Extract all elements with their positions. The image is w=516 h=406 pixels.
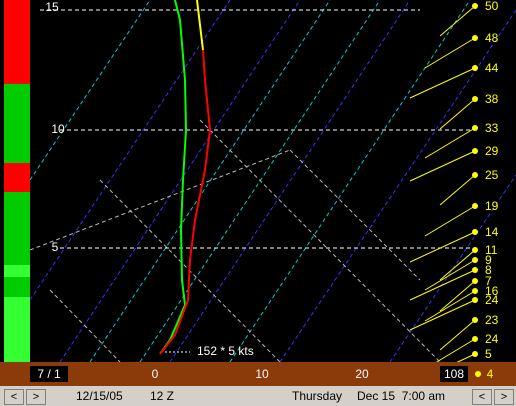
wind-dot	[472, 203, 478, 209]
bar-segment	[4, 84, 30, 163]
wind-barb	[439, 280, 476, 312]
wind-speed: 9	[485, 253, 492, 267]
wind-dot	[472, 172, 478, 178]
wind-dot	[472, 125, 478, 131]
wind-speed: 5	[485, 347, 492, 361]
isotherm	[169, 0, 411, 363]
wind-barb	[424, 37, 476, 69]
profiles	[159, 0, 212, 355]
wind-barb	[424, 290, 476, 322]
bar-segment	[4, 297, 30, 362]
wind-barb	[439, 174, 476, 206]
wind-speed: 50	[485, 0, 499, 13]
right-box	[440, 366, 468, 382]
wind-barb	[439, 98, 476, 130]
wind-speed: 38	[485, 92, 499, 106]
wind-speed: 25	[485, 168, 499, 182]
background	[0, 0, 516, 386]
stability-bar	[4, 0, 30, 362]
wind-speed: 23	[485, 313, 499, 327]
wind-barb	[439, 319, 476, 351]
prev-button[interactable]: <	[4, 389, 24, 405]
wind-speed: 7	[485, 274, 492, 288]
wind-speed: 44	[485, 61, 499, 75]
bar-segment	[4, 265, 30, 277]
wind-barb	[439, 5, 476, 37]
day: Thursday	[292, 389, 343, 403]
wind-barb	[424, 127, 476, 159]
temperature-profile	[159, 49, 212, 355]
y-label: 10	[51, 122, 65, 136]
y-label: 5	[52, 240, 59, 254]
next-button[interactable]: >	[26, 389, 46, 405]
wind-dot	[472, 317, 478, 323]
adiabat	[289, 149, 421, 281]
wind-speed: 8	[485, 263, 492, 277]
adiabat	[29, 149, 291, 251]
x-label: 10	[255, 367, 269, 381]
wind-dot	[472, 96, 478, 102]
wind-dot	[472, 148, 478, 154]
wind-barb	[424, 205, 476, 237]
wind-dot	[472, 3, 478, 9]
wind-dot	[472, 288, 478, 294]
next-button-2[interactable]: >	[494, 389, 514, 405]
wind-dot	[472, 336, 478, 342]
adiabat	[49, 289, 121, 363]
bar-segment	[4, 0, 30, 84]
isotherm	[59, 0, 301, 363]
wind-speed: 14	[485, 225, 499, 239]
wind-readout: 152 * 5 kts	[197, 344, 254, 358]
mixing-line	[229, 0, 471, 363]
y-label: 15	[45, 0, 59, 14]
bar-segment	[4, 192, 30, 265]
wind-speed: 19	[485, 199, 499, 213]
mixing-line	[29, 0, 151, 181]
x-axis-bar	[0, 362, 516, 386]
adiabat	[199, 119, 441, 363]
left-box	[30, 366, 68, 382]
wind-speed: 33	[485, 121, 499, 135]
wind-dot	[472, 297, 478, 303]
wind-barb	[409, 231, 476, 263]
bar-segment	[4, 277, 30, 297]
wind-dot	[472, 247, 478, 253]
wind-speed: 24	[485, 332, 499, 346]
wind-dot	[475, 371, 481, 377]
wind-dot	[472, 229, 478, 235]
prev-button-2[interactable]: <	[472, 389, 492, 405]
left-box-label: 7 / 1	[37, 367, 61, 381]
run: 12 Z	[150, 389, 175, 403]
wind-speed: 11	[485, 243, 498, 257]
time: Dec 15 7:00 am	[357, 389, 446, 403]
right-box-end: 4	[487, 367, 494, 381]
x-label: 20	[355, 367, 369, 381]
wind-speed: 24	[485, 293, 499, 307]
wind-speed: 16	[485, 284, 499, 298]
temperature-profile-top	[196, 0, 204, 51]
wind-dot	[472, 278, 478, 284]
bar-segment	[4, 163, 30, 192]
wind-speed: 29	[485, 144, 499, 158]
wind-barb	[439, 249, 476, 281]
wind-dot	[472, 257, 478, 263]
wind-barb	[409, 150, 476, 182]
wind-dot	[472, 35, 478, 41]
wind-barb	[409, 299, 476, 331]
wind-dot	[472, 65, 478, 71]
wind-barb	[424, 259, 476, 291]
date: 12/15/05	[76, 389, 123, 403]
wind-dot	[472, 267, 478, 273]
wind-dot	[472, 351, 478, 357]
sounding-plot: 15 10 5 152 * 5 kts 50484438332925191411…	[0, 0, 516, 386]
wind-barb	[409, 67, 476, 99]
right-box-label: 108	[444, 367, 464, 381]
dewpoint-profile	[159, 0, 188, 355]
wind-speed: 48	[485, 31, 499, 45]
wind-barb	[409, 269, 476, 301]
x-label: 0	[152, 367, 159, 381]
